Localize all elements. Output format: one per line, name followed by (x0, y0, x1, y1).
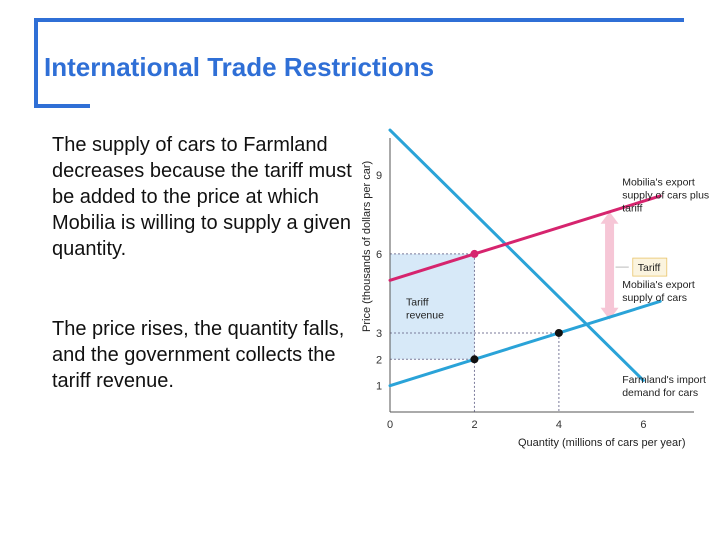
x-axis-label: Quantity (millions of cars per year) (518, 437, 686, 449)
supply-price-point (470, 355, 479, 364)
free-trade-equilibrium-point (554, 328, 563, 337)
tariff-revenue-area (390, 253, 475, 360)
x-tick-label: 6 (640, 419, 646, 431)
tariff-arrow-head-up (600, 211, 619, 224)
x-tick-label: 0 (387, 419, 393, 431)
tariff-equilibrium-point (470, 249, 479, 258)
tariff-revenue-label: Tariff revenue (406, 296, 444, 321)
supply-annotation: Mobilia's export supply of cars (622, 279, 695, 304)
demand-line (388, 128, 645, 382)
slide-title: International Trade Restrictions (44, 52, 435, 82)
frame-stub-rule (34, 104, 90, 108)
y-tick-label: 1 (376, 381, 382, 393)
y-tick-label: 9 (376, 170, 382, 182)
x-tick-label: 4 (556, 419, 562, 431)
tariff-label-box (632, 257, 668, 277)
supply-plus-tariff-line (388, 194, 662, 282)
tariff-label: Tariff (638, 262, 661, 274)
y-tick-label: 6 (376, 249, 382, 261)
frame-top-rule (34, 18, 684, 22)
body-paragraph-2: The price rises, the quantity falls, and… (52, 318, 345, 392)
body-paragraph-1: The supply of cars to Farmland decreases… (52, 134, 352, 260)
tariff-arrow-head-down (600, 307, 619, 320)
y-tick-label: 3 (376, 328, 382, 340)
y-tick-label: 2 (376, 354, 382, 366)
x-tick-label: 2 (471, 419, 477, 431)
demand-annotation: Farmland's import demand for cars (622, 374, 706, 399)
frame-left-rule (34, 18, 38, 108)
y-axis-label: Price (thousands of dollars per car) (361, 161, 373, 332)
supply-line (388, 299, 662, 388)
supply-plus-tariff-annotation: Mobilia's export supply of cars plus tarif… (622, 176, 709, 214)
tariff-arrow (600, 211, 629, 320)
